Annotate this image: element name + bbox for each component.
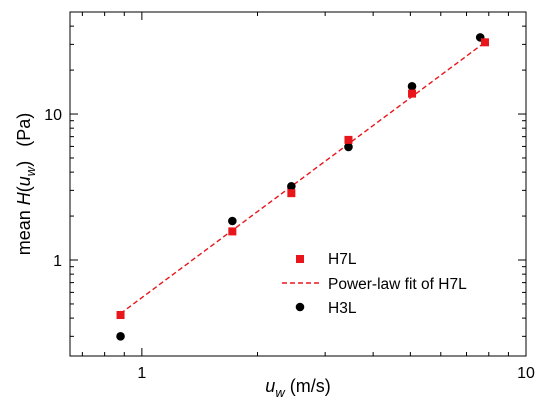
plot-frame (69, 11, 527, 357)
legend-label-h3l: H3L (328, 300, 357, 317)
fit-line (120, 41, 486, 315)
data-point-h7l (344, 135, 353, 144)
data-point-h3l (287, 181, 296, 191)
data-points-layer (116, 33, 489, 341)
data-point-h3l (116, 332, 125, 341)
axis-ticks: 1 10 1 10 (44, 11, 535, 382)
data-point-h7l (116, 311, 125, 320)
x-axis-label: uw (m/s) (265, 376, 330, 400)
data-point-h3l (407, 81, 417, 91)
legend-label-h7l: H7L (328, 251, 357, 268)
x-tick-label: 10 (517, 365, 535, 382)
legend-marker-h7l (296, 255, 304, 263)
x-tick-label: 1 (137, 365, 146, 382)
y-tick-label: 1 (53, 253, 62, 270)
data-point-h3l (344, 142, 353, 152)
y-tick-label: 10 (44, 107, 62, 124)
data-point-h3l (228, 216, 237, 226)
legend: H7L Power-law fit of H7L H3L (282, 251, 467, 317)
data-point-h7l (228, 227, 237, 236)
data-point-h7l (408, 89, 417, 98)
data-point-h7l (287, 189, 296, 198)
data-point-h7l (480, 38, 489, 47)
fit-line-layer (120, 41, 486, 315)
legend-label-fit: Power-law fit of H7L (328, 276, 467, 293)
legend-marker-h3l (295, 302, 305, 312)
y-axis-label: mean H(uw)(Pa) (14, 113, 38, 255)
